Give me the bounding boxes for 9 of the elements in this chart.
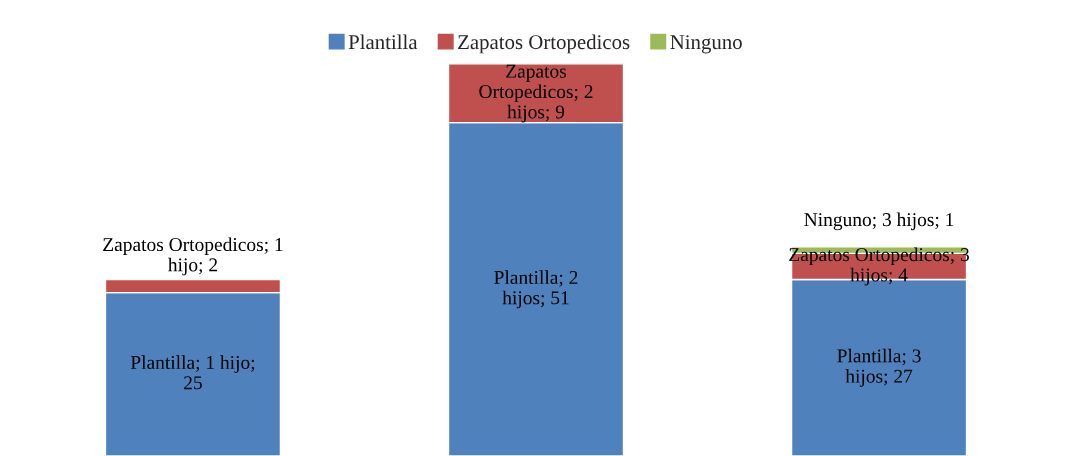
data-label: Plantilla; 2 hijos; 51 [494,270,578,309]
data-label: Zapatos Ortopedicos; 2 hijos; 9 [479,64,593,123]
legend-label: Ninguno [670,35,742,54]
data-label: Ninguno; 3 hijos; 1 [804,212,954,231]
data-label: Plantilla; 3 hijos; 27 [837,348,921,387]
legend-label: Zapatos Ortopedicos [458,34,630,54]
data-label: Plantilla; 1 hijo; 25 [130,355,255,390]
legend-label: Plantilla [348,34,418,50]
data-label: Zapatos Ortopedicos; 1 hijo; 2 [103,237,283,276]
